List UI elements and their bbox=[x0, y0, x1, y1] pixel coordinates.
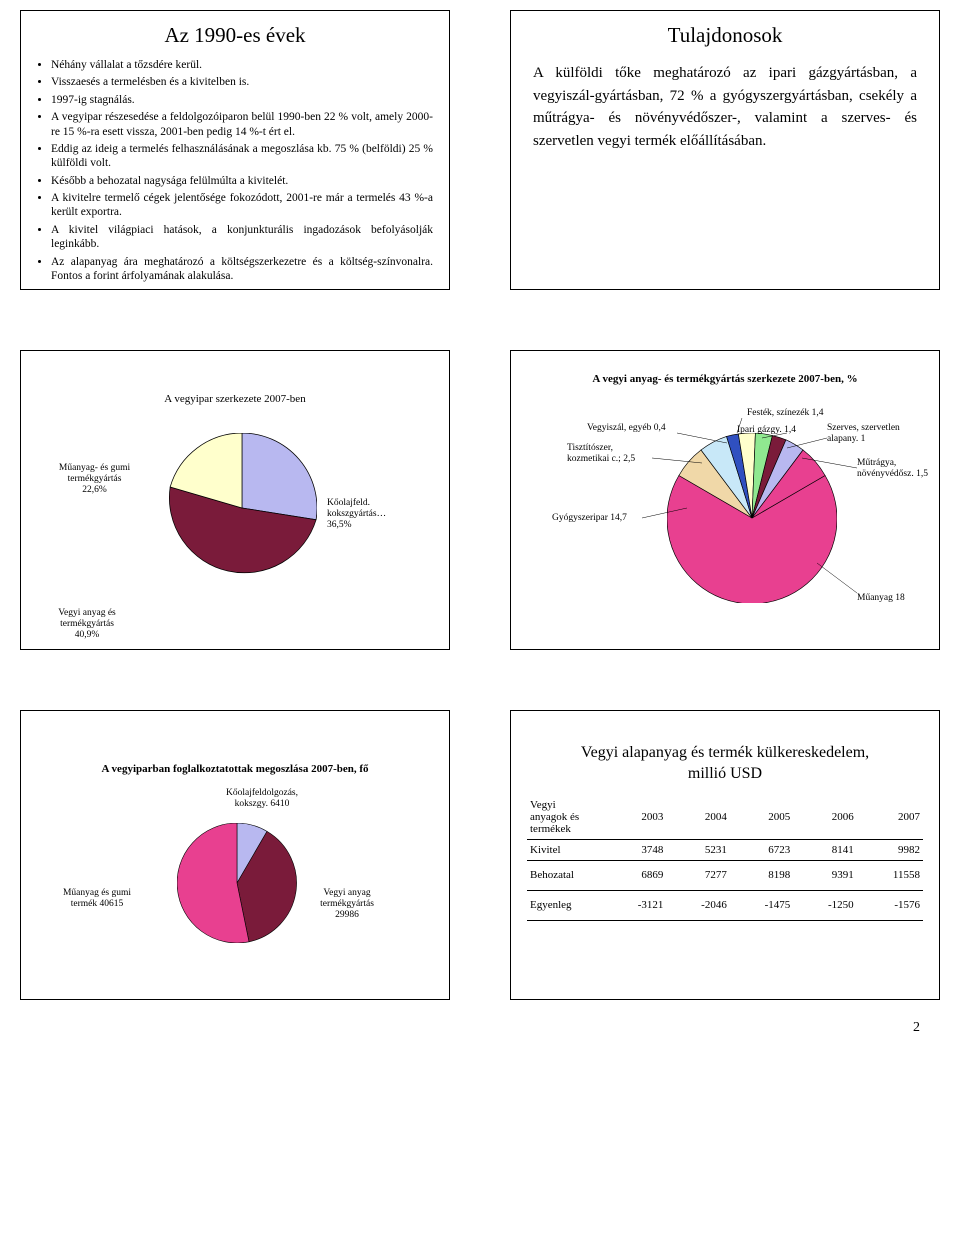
bullet: Visszaesés a termelésben és a kivitelben… bbox=[51, 75, 433, 89]
slide-trade: Vegyi alapanyag és termék külkereskedele… bbox=[510, 710, 940, 1000]
pie-label: Műanyag 18 bbox=[857, 593, 905, 604]
bullet: Az alapanyag ára meghatározó a költségsz… bbox=[51, 255, 433, 284]
slide-1990s: Az 1990-es évek Néhány vállalat a tőzsdé… bbox=[20, 10, 450, 290]
cell: 6869 bbox=[603, 860, 666, 890]
cell: 5231 bbox=[666, 839, 729, 860]
cell: 8198 bbox=[730, 860, 793, 890]
bullet: A vegyipar részesedése a feldolgozóiparo… bbox=[51, 110, 433, 139]
cell: 7277 bbox=[666, 860, 729, 890]
slide4-title: A vegyi anyag- és termékgyártás szerkeze… bbox=[527, 373, 923, 385]
slide2-paragraph: A külföldi tőke meghatározó az ipari gáz… bbox=[527, 58, 923, 156]
slide1-bullets: Néhány vállalat a tőzsdére kerül. Vissza… bbox=[37, 58, 433, 283]
trade-table: Vegyianyagok éstermékek 2003 2004 2005 2… bbox=[527, 795, 923, 921]
slide1-title: Az 1990-es évek bbox=[37, 23, 433, 48]
pie-chart-icon bbox=[177, 823, 297, 943]
slide6-title: Vegyi alapanyag és termék külkereskedele… bbox=[527, 743, 923, 785]
pie-label: Ipari gázgy. 1,4 bbox=[737, 425, 796, 436]
slide4-chart: Vegyiszál, egyéb 0,4 Tisztítószer,kozmet… bbox=[527, 393, 923, 643]
cell: Behozatal bbox=[527, 860, 603, 890]
slide-chem-structure: A vegyi anyag- és termékgyártás szerkeze… bbox=[510, 350, 940, 650]
row-1: Az 1990-es évek Néhány vállalat a tőzsdé… bbox=[20, 10, 940, 290]
slide-employment: A vegyiparban foglalkoztatottak megoszlá… bbox=[20, 710, 450, 1000]
slide3-title: A vegyipar szerkezete 2007-ben bbox=[37, 393, 433, 405]
row-3: A vegyiparban foglalkoztatottak megoszlá… bbox=[20, 710, 940, 1000]
bullet: A kivitel világpiaci hatások, a konjunkt… bbox=[51, 223, 433, 252]
pie-label: Tisztítószer,kozmetikai c.; 2,5 bbox=[567, 443, 657, 465]
pie-chart-icon bbox=[167, 433, 317, 583]
page-number: 2 bbox=[20, 1020, 940, 1036]
bullet: Eddig az ideig a termelés felhasználásán… bbox=[51, 142, 433, 171]
bullet: A kivitelre termelő cégek jelentősége fo… bbox=[51, 191, 433, 220]
table-row: Behozatal 6869 7277 8198 9391 11558 bbox=[527, 860, 923, 890]
cell: 3748 bbox=[603, 839, 666, 860]
table-header-row: Vegyianyagok éstermékek 2003 2004 2005 2… bbox=[527, 795, 923, 840]
cell: -3121 bbox=[603, 890, 666, 920]
col-header: 2004 bbox=[666, 795, 729, 840]
cell: 6723 bbox=[730, 839, 793, 860]
slide3-chart: Műanyag- és gumitermékgyártás22,6% Kőola… bbox=[37, 413, 433, 653]
cell: 11558 bbox=[857, 860, 923, 890]
slide-owners: Tulajdonosok A külföldi tőke meghatározó… bbox=[510, 10, 940, 290]
cell: -1475 bbox=[730, 890, 793, 920]
pie-label: Vegyi anyag éstermékgyártás40,9% bbox=[47, 608, 127, 641]
pie-label: Műanyag- és gumitermékgyártás22,6% bbox=[47, 463, 142, 496]
pie-label: Szerves, szervetlenalapany. 1 bbox=[827, 423, 917, 445]
cell: Kivitel bbox=[527, 839, 603, 860]
pie-label: Kőolajfeld.kokszgyártás…36,5% bbox=[327, 498, 407, 531]
cell: -2046 bbox=[666, 890, 729, 920]
pie-chart-icon bbox=[667, 433, 837, 603]
pie-label: Vegyiszál, egyéb 0,4 bbox=[587, 423, 666, 434]
pie-label: Gyógyszeripar 14,7 bbox=[552, 513, 627, 524]
col-header: Vegyianyagok éstermékek bbox=[527, 795, 603, 840]
cell: 9982 bbox=[857, 839, 923, 860]
table-row: Kivitel 3748 5231 6723 8141 9982 bbox=[527, 839, 923, 860]
page: Az 1990-es évek Néhány vállalat a tőzsdé… bbox=[0, 0, 960, 1066]
slide2-title: Tulajdonosok bbox=[527, 23, 923, 48]
row-2: A vegyipar szerkezete 2007-ben Műanyag- … bbox=[20, 350, 940, 650]
cell: 9391 bbox=[793, 860, 856, 890]
cell: -1250 bbox=[793, 890, 856, 920]
bullet: Néhány vállalat a tőzsdére kerül. bbox=[51, 58, 433, 72]
pie-label: Festék, színezék 1,4 bbox=[747, 408, 824, 419]
pie-label: Vegyi anyagtermékgyártás29986 bbox=[307, 888, 387, 921]
pie-label: Műtrágya,növényvédősz. 1,5 bbox=[857, 458, 937, 480]
pie-label: Műanyag és gumitermék 40615 bbox=[47, 888, 147, 910]
col-header: 2007 bbox=[857, 795, 923, 840]
slide-structure-2007: A vegyipar szerkezete 2007-ben Műanyag- … bbox=[20, 350, 450, 650]
col-header: 2003 bbox=[603, 795, 666, 840]
slide5-title: A vegyiparban foglalkoztatottak megoszlá… bbox=[37, 763, 433, 775]
table-row: Egyenleg -3121 -2046 -1475 -1250 -1576 bbox=[527, 890, 923, 920]
bullet: 1997-ig stagnálás. bbox=[51, 93, 433, 107]
col-header: 2006 bbox=[793, 795, 856, 840]
cell: Egyenleg bbox=[527, 890, 603, 920]
cell: -1576 bbox=[857, 890, 923, 920]
cell: 8141 bbox=[793, 839, 856, 860]
slide5-chart: Kőolajfeldolgozás,kokszgy. 6410 Vegyi an… bbox=[37, 783, 433, 983]
col-header: 2005 bbox=[730, 795, 793, 840]
pie-label: Kőolajfeldolgozás,kokszgy. 6410 bbox=[207, 788, 317, 810]
bullet: Később a behozatal nagysága felülmúlta a… bbox=[51, 174, 433, 188]
